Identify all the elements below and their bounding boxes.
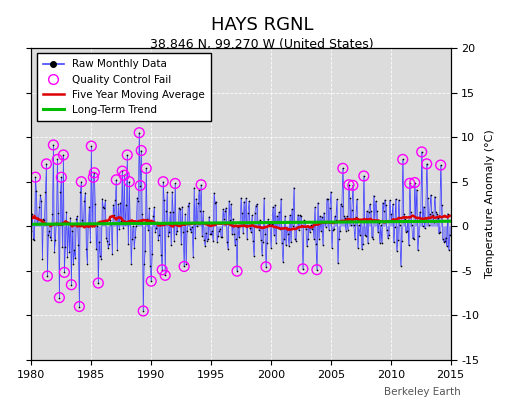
Point bbox=[410, 179, 419, 186]
Text: 38.846 N, 99.270 W (United States): 38.846 N, 99.270 W (United States) bbox=[150, 38, 374, 51]
Point bbox=[171, 180, 179, 187]
Point bbox=[142, 165, 150, 172]
Point bbox=[67, 282, 75, 288]
Point bbox=[313, 266, 321, 273]
Point bbox=[233, 268, 241, 274]
Point bbox=[139, 308, 147, 314]
Point bbox=[180, 263, 188, 270]
Point bbox=[262, 264, 270, 270]
Y-axis label: Temperature Anomaly (°C): Temperature Anomaly (°C) bbox=[485, 130, 495, 278]
Point bbox=[43, 273, 51, 279]
Point bbox=[159, 178, 167, 185]
Legend: Raw Monthly Data, Quality Control Fail, Five Year Moving Average, Long-Term Tren: Raw Monthly Data, Quality Control Fail, … bbox=[37, 53, 211, 121]
Point bbox=[147, 278, 156, 284]
Point bbox=[53, 156, 62, 163]
Point bbox=[137, 147, 146, 154]
Point bbox=[49, 142, 58, 148]
Point bbox=[60, 269, 69, 276]
Point bbox=[348, 182, 357, 188]
Point bbox=[161, 272, 169, 278]
Point bbox=[339, 165, 347, 172]
Point bbox=[87, 143, 95, 149]
Point bbox=[89, 174, 97, 180]
Point bbox=[399, 156, 407, 163]
Point bbox=[123, 152, 132, 158]
Point bbox=[75, 303, 83, 310]
Point bbox=[90, 170, 99, 176]
Point bbox=[406, 180, 414, 186]
Point bbox=[158, 266, 167, 273]
Text: Berkeley Earth: Berkeley Earth bbox=[385, 387, 461, 397]
Point bbox=[59, 152, 68, 158]
Point bbox=[112, 176, 121, 183]
Point bbox=[77, 178, 85, 185]
Point bbox=[125, 178, 134, 185]
Point bbox=[57, 174, 66, 180]
Point bbox=[135, 130, 144, 136]
Point bbox=[418, 149, 426, 155]
Point bbox=[42, 161, 51, 167]
Point bbox=[31, 174, 40, 180]
Point bbox=[422, 161, 431, 167]
Point bbox=[197, 182, 205, 188]
Point bbox=[55, 294, 63, 301]
Point bbox=[345, 182, 353, 188]
Text: HAYS RGNL: HAYS RGNL bbox=[211, 16, 313, 34]
Point bbox=[299, 266, 307, 272]
Point bbox=[359, 173, 368, 179]
Point bbox=[436, 162, 445, 168]
Point bbox=[118, 168, 126, 174]
Point bbox=[94, 280, 103, 286]
Point bbox=[120, 172, 128, 178]
Point bbox=[136, 182, 145, 189]
